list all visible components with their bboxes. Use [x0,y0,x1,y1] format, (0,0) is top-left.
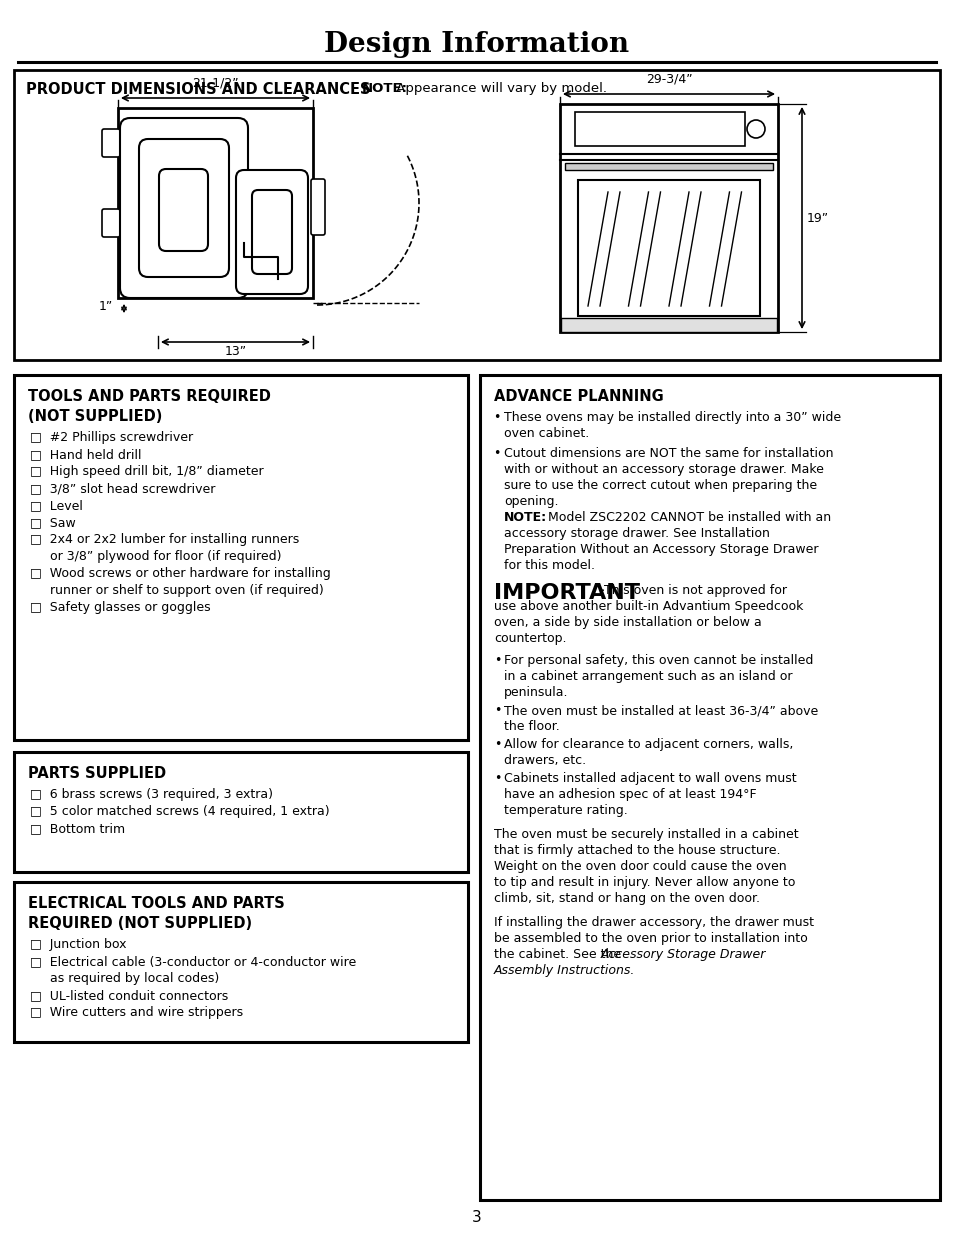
Text: □  5 color matched screws (4 required, 1 extra): □ 5 color matched screws (4 required, 1 … [30,805,330,818]
Text: TOOLS AND PARTS REQUIRED: TOOLS AND PARTS REQUIRED [28,389,271,404]
Text: □  Junction box: □ Junction box [30,939,127,951]
FancyBboxPatch shape [102,209,120,237]
Text: □  Wire cutters and wire strippers: □ Wire cutters and wire strippers [30,1007,243,1019]
Text: Weight on the oven door could cause the oven: Weight on the oven door could cause the … [494,860,786,873]
Text: the floor.: the floor. [503,720,559,734]
Text: NOTE:: NOTE: [361,82,408,95]
Text: •: • [494,655,501,667]
Text: peninsula.: peninsula. [503,685,568,699]
Text: accessory storage drawer. See Installation: accessory storage drawer. See Installati… [503,527,769,540]
Text: □  Electrical cable (3-conductor or 4-conductor wire: □ Electrical cable (3-conductor or 4-con… [30,955,355,968]
Text: PRODUCT DIMENSIONS AND CLEARANCES: PRODUCT DIMENSIONS AND CLEARANCES [26,82,370,98]
Text: Appearance will vary by model.: Appearance will vary by model. [392,82,606,95]
Text: □  Bottom trim: □ Bottom trim [30,823,125,835]
Text: □  2x4 or 2x2 lumber for installing runners: □ 2x4 or 2x2 lumber for installing runne… [30,534,299,546]
Text: to tip and result in injury. Never allow anyone to: to tip and result in injury. Never allow… [494,876,795,889]
Text: □  UL-listed conduit connectors: □ UL-listed conduit connectors [30,989,228,1002]
Text: 29-3/4”: 29-3/4” [645,72,692,85]
Text: runner or shelf to support oven (if required): runner or shelf to support oven (if requ… [30,584,323,597]
Text: ADVANCE PLANNING: ADVANCE PLANNING [494,389,663,404]
Text: for this model.: for this model. [503,559,595,572]
Text: □  #2 Phillips screwdriver: □ #2 Phillips screwdriver [30,431,193,445]
Text: If installing the drawer accessory, the drawer must: If installing the drawer accessory, the … [494,916,813,929]
Text: Design Information: Design Information [324,31,629,58]
Text: For personal safety, this oven cannot be installed: For personal safety, this oven cannot be… [503,655,813,667]
Text: oven, a side by side installation or below a: oven, a side by side installation or bel… [494,616,760,629]
Circle shape [746,120,764,138]
Text: (NOT SUPPLIED): (NOT SUPPLIED) [28,409,162,424]
Text: or 3/8” plywood for floor (if required): or 3/8” plywood for floor (if required) [30,550,281,563]
Bar [479,375,939,1200]
Bar [14,375,468,740]
FancyBboxPatch shape [120,119,248,298]
Text: Accessory Storage Drawer: Accessory Storage Drawer [600,948,765,961]
Bar [559,104,778,332]
Text: The oven must be securely installed in a cabinet: The oven must be securely installed in a… [494,827,798,841]
Text: drawers, etc.: drawers, etc. [503,755,585,767]
Text: Cutout dimensions are NOT the same for installation: Cutout dimensions are NOT the same for i… [503,447,833,459]
Text: Model ZSC2202 CANNOT be installed with an: Model ZSC2202 CANNOT be installed with a… [547,511,830,524]
Text: that is firmly attached to the house structure.: that is firmly attached to the house str… [494,844,780,857]
Bar [578,180,760,316]
Text: □  Hand held drill: □ Hand held drill [30,448,141,461]
Text: be assembled to the oven prior to installation into: be assembled to the oven prior to instal… [494,932,807,945]
Text: Preparation Without an Accessory Storage Drawer: Preparation Without an Accessory Storage… [503,543,818,556]
Text: Cabinets installed adjacent to wall ovens must: Cabinets installed adjacent to wall oven… [503,772,796,785]
Text: □  3/8” slot head screwdriver: □ 3/8” slot head screwdriver [30,482,215,495]
Text: oven cabinet.: oven cabinet. [503,427,589,440]
Text: Allow for clearance to adjacent corners, walls,: Allow for clearance to adjacent corners,… [503,739,793,751]
FancyBboxPatch shape [159,169,208,251]
Text: have an adhesion spec of at least 194°F: have an adhesion spec of at least 194°F [503,788,756,802]
Text: □  Wood screws or other hardware for installing: □ Wood screws or other hardware for inst… [30,567,331,580]
Text: □  Safety glasses or goggles: □ Safety glasses or goggles [30,601,211,614]
Text: •: • [494,411,505,424]
Text: These ovens may be installed directly into a 30” wide: These ovens may be installed directly in… [503,411,841,424]
Text: opening.: opening. [503,495,558,508]
Text: The oven must be installed at least 36-3/4” above: The oven must be installed at least 36-3… [503,704,818,718]
Bar [14,752,468,872]
FancyBboxPatch shape [311,179,325,235]
Text: sure to use the correct cutout when preparing the: sure to use the correct cutout when prep… [503,479,817,492]
Text: IMPORTANT: IMPORTANT [494,583,639,603]
Text: •: • [494,447,505,459]
Text: countertop.: countertop. [494,632,566,645]
Bar [560,317,776,332]
FancyBboxPatch shape [235,170,308,294]
Text: NOTE:: NOTE: [503,511,547,524]
Text: □  6 brass screws (3 required, 3 extra): □ 6 brass screws (3 required, 3 extra) [30,788,273,802]
Text: as required by local codes): as required by local codes) [30,972,219,986]
FancyBboxPatch shape [252,190,292,274]
Text: •: • [494,739,501,751]
Text: in a cabinet arrangement such as an island or: in a cabinet arrangement such as an isla… [503,671,792,683]
Text: □  High speed drill bit, 1/8” diameter: □ High speed drill bit, 1/8” diameter [30,466,263,478]
Text: REQUIRED (NOT SUPPLIED): REQUIRED (NOT SUPPLIED) [28,916,252,931]
Bar [118,107,313,298]
Bar [14,70,939,359]
Text: Assembly Instructions.: Assembly Instructions. [494,965,635,977]
Text: □  Level: □ Level [30,499,83,513]
Text: use above another built-in Advantium Speedcook: use above another built-in Advantium Spe… [494,600,802,613]
Bar [575,112,744,146]
Text: •: • [494,704,501,718]
Text: •: • [494,772,501,785]
Text: 21-1/2”: 21-1/2” [192,77,238,89]
Text: 19”: 19” [806,211,828,225]
FancyBboxPatch shape [102,128,120,157]
Text: 13”: 13” [224,345,246,358]
Text: –: – [594,584,608,597]
Text: This oven is not approved for: This oven is not approved for [603,584,786,597]
Bar [14,882,468,1042]
Text: temperature rating.: temperature rating. [503,804,627,818]
Text: climb, sit, stand or hang on the oven door.: climb, sit, stand or hang on the oven do… [494,892,760,905]
Text: 1”: 1” [99,300,112,314]
FancyBboxPatch shape [139,140,229,277]
Bar [564,163,772,170]
Text: PARTS SUPPLIED: PARTS SUPPLIED [28,766,166,781]
Text: □  Saw: □ Saw [30,516,75,529]
Text: with or without an accessory storage drawer. Make: with or without an accessory storage dra… [503,463,823,475]
Text: ELECTRICAL TOOLS AND PARTS: ELECTRICAL TOOLS AND PARTS [28,897,284,911]
Text: 3: 3 [472,1210,481,1225]
Text: the cabinet. See the: the cabinet. See the [494,948,624,961]
